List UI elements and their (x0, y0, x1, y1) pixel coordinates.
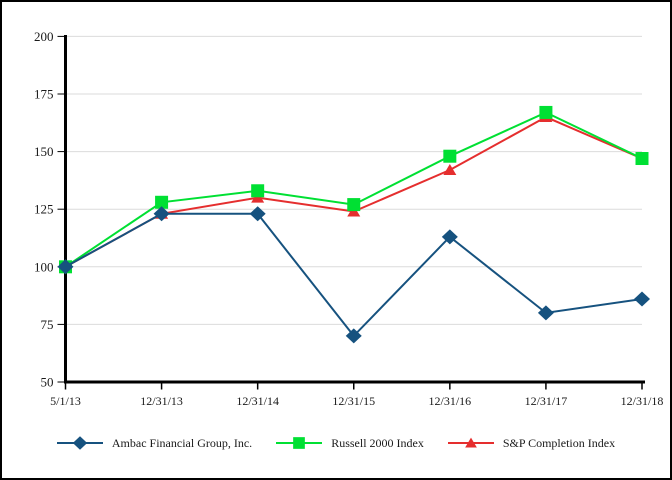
triangle-marker (465, 437, 477, 448)
diamond-marker (153, 206, 170, 222)
y-axis-label: 50 (41, 375, 54, 390)
square-marker (443, 149, 457, 163)
x-axis-label: 12/31/18 (621, 394, 664, 408)
diamond-marker (537, 305, 554, 321)
diamond-marker (634, 291, 650, 307)
square-marker (155, 195, 169, 209)
square-marker (251, 184, 265, 198)
y-axis-label: 75 (41, 317, 54, 332)
legend-label-russell-2000: Russell 2000 Index (331, 436, 424, 450)
triangle-marker (443, 164, 457, 176)
square-marker (539, 105, 553, 119)
y-axis-label: 100 (34, 259, 54, 274)
legend-label-ambac: Ambac Financial Group, Inc. (111, 436, 253, 450)
square-marker (347, 198, 361, 212)
diamond-marker (249, 206, 266, 222)
diamond-marker (345, 328, 362, 344)
y-axis-label: 150 (34, 144, 54, 159)
y-axis-label: 175 (34, 87, 54, 102)
square-marker (293, 437, 306, 449)
legend-marker-triangle-icon (447, 437, 494, 448)
legend-item-ambac: Ambac Financial Group, Inc. (56, 435, 253, 451)
y-axis-label: 200 (34, 29, 54, 44)
square-marker (635, 152, 649, 166)
x-axis-label: 12/31/16 (428, 394, 471, 408)
series-line-1 (64, 111, 643, 268)
legend-label-sp-completion: S&P Completion Index (502, 436, 616, 450)
x-axis-label: 12/31/17 (525, 394, 568, 408)
diamond-marker (72, 436, 88, 450)
legend-item-sp-completion: S&P Completion Index (447, 435, 616, 451)
y-axis-label: 125 (34, 202, 54, 217)
x-axis-label: 5/1/13 (50, 394, 81, 408)
legend-item-russell-2000: Russell 2000 Index (276, 435, 424, 451)
diamond-marker (441, 229, 458, 245)
legend-marker-square-icon (276, 437, 323, 449)
x-axis-label: 12/31/15 (332, 394, 375, 408)
series-line-2 (65, 115, 643, 268)
performance-chart: 50 75 100 125 150 175 200 5/1/13 12/31/13 12/31/1… (34, 29, 664, 408)
x-axis-label: 12/31/13 (140, 394, 183, 408)
legend-marker-diamond-icon (56, 436, 103, 450)
x-axis-label: 12/31/14 (236, 394, 279, 408)
series-line-0 (65, 212, 643, 338)
diamond-marker (57, 259, 74, 275)
chart-legend: Ambac Financial Group, Inc. Russell 2000… (2, 435, 670, 451)
